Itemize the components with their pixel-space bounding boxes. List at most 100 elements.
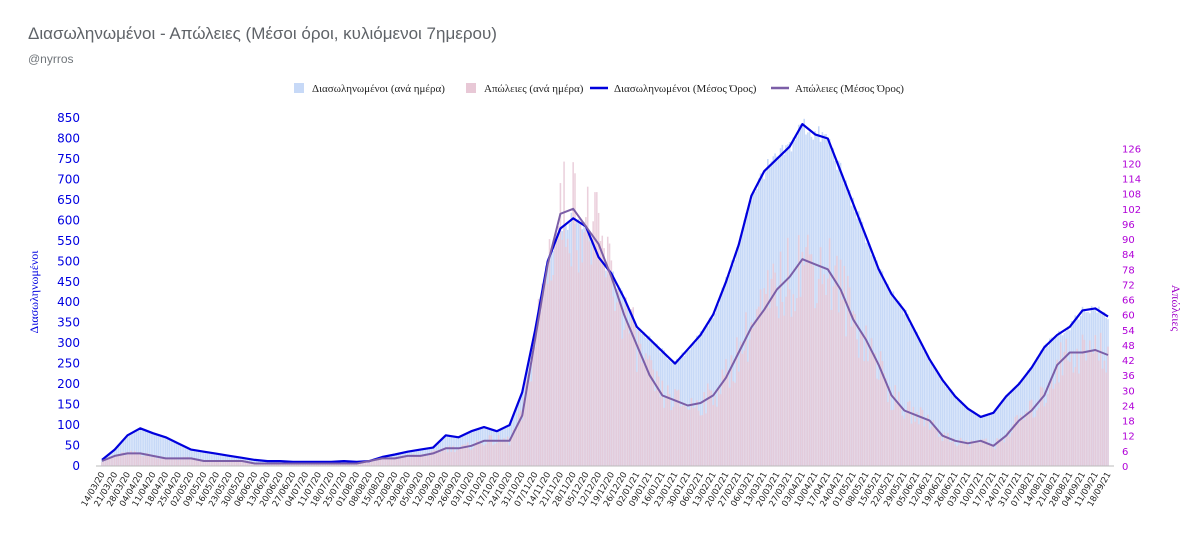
deaths-daily-bar [479, 441, 482, 466]
deaths-daily-bar [395, 458, 398, 466]
deaths-daily-bar [705, 413, 707, 466]
deaths-daily-bar [190, 457, 192, 466]
deaths-daily-bar [123, 452, 125, 466]
deaths-daily-bar [717, 389, 720, 466]
intubated-daily-bar [921, 347, 924, 466]
deaths-daily-bar [199, 460, 202, 466]
deaths-daily-bar [605, 277, 607, 466]
deaths-daily-bar [710, 390, 713, 466]
legend-label: Απώλειες (ανά ημέρα) [484, 83, 584, 95]
intubated-daily-bar [468, 431, 471, 466]
deaths-daily-bar [1027, 411, 1029, 466]
intubated-daily-bar [175, 442, 178, 466]
deaths-daily-bar [150, 457, 152, 466]
intubated-daily-bar [965, 406, 967, 466]
deaths-daily-bar [950, 441, 953, 466]
deaths-daily-bar [765, 293, 767, 466]
deaths-daily-bar [930, 426, 933, 466]
deaths-daily-bar [1030, 399, 1033, 466]
intubated-daily-bar [194, 450, 196, 466]
deaths-daily-bar [761, 310, 764, 466]
deaths-daily-bar [559, 183, 562, 466]
deaths-daily-bar [777, 318, 780, 466]
deaths-daily-bar [801, 251, 804, 466]
deaths-daily-bar [468, 448, 471, 466]
deaths-daily-bar [450, 451, 453, 466]
deaths-daily-bar [465, 444, 467, 466]
deaths-daily-bar [868, 346, 871, 466]
deaths-daily-bar [121, 452, 123, 466]
deaths-daily-bar [1001, 439, 1004, 466]
y-right-tick-label: 18 [1122, 417, 1135, 428]
deaths-daily-bar [457, 448, 460, 466]
deaths-daily-bar [683, 403, 685, 466]
deaths-daily-bar [163, 459, 165, 466]
deaths-daily-bar [124, 455, 127, 466]
intubated-daily-bars [101, 118, 1109, 467]
intubated-daily-bar [930, 363, 933, 466]
deaths-daily-bar [208, 460, 211, 466]
deaths-daily-bar [1018, 423, 1020, 466]
intubated-daily-bar [697, 334, 700, 466]
deaths-daily-bar [739, 341, 742, 466]
deaths-daily-bar [1049, 387, 1051, 466]
deaths-daily-bar [814, 308, 816, 466]
deaths-daily-bar [850, 326, 853, 466]
deaths-daily-bar [737, 371, 740, 466]
intubated-daily-bar [885, 285, 887, 466]
chart-subtitle: @nyrros [28, 52, 74, 66]
deaths-daily-bar [692, 407, 695, 466]
deaths-daily-bar [1047, 394, 1049, 466]
intubated-daily-bar [898, 300, 900, 466]
deaths-daily-bar [872, 352, 875, 466]
deaths-daily-bar [445, 446, 447, 466]
deaths-daily-bar [144, 454, 147, 466]
y-left-tick-label: 600 [57, 213, 80, 227]
intubated-daily-bar [888, 290, 891, 466]
deaths-daily-bar [255, 463, 258, 466]
intubated-daily-bar [197, 450, 200, 466]
deaths-daily-bar [526, 374, 529, 466]
deaths-daily-bar [568, 253, 571, 466]
deaths-daily-bar [381, 457, 383, 466]
intubated-daily-bar [130, 433, 132, 466]
intubated-daily-bar [159, 435, 161, 466]
deaths-daily-bar [414, 454, 416, 466]
deaths-daily-bar [992, 447, 995, 466]
intubated-daily-bar [988, 415, 991, 466]
deaths-daily-bar [976, 440, 978, 466]
deaths-daily-bar [306, 463, 309, 466]
deaths-daily-bar [525, 379, 527, 466]
intubated-daily-bar [712, 318, 715, 466]
deaths-daily-bar [688, 409, 691, 466]
intubated-daily-bar [714, 313, 716, 466]
deaths-daily-bar [1043, 406, 1046, 466]
deaths-daily-bar [463, 444, 465, 466]
deaths-daily-bar [952, 438, 955, 466]
deaths-daily-bar [474, 444, 476, 466]
deaths-daily-bar [839, 259, 842, 466]
y-right-axis-title: Απώλειες [1169, 285, 1183, 332]
deaths-daily-bar [656, 371, 658, 466]
deaths-daily-bar [266, 463, 269, 466]
deaths-daily-bar [668, 393, 671, 466]
deaths-daily-bar [812, 265, 815, 466]
deaths-daily-bar [878, 379, 880, 466]
intubated-daily-bar [164, 438, 167, 466]
y-right-tick-label: 42 [1122, 356, 1135, 367]
y-left-axis-title: Διασωληνωμένοι [27, 250, 41, 334]
deaths-daily-bar [410, 457, 413, 466]
y-left-tick-label: 800 [57, 131, 80, 145]
deaths-daily-bar [770, 278, 773, 466]
intubated-daily-bar [717, 304, 720, 466]
y-right-tick-label: 84 [1122, 250, 1135, 261]
deaths-daily-bar [694, 407, 696, 466]
deaths-daily-bar [990, 445, 993, 466]
deaths-daily-bar [159, 459, 161, 466]
deaths-daily-bar [470, 449, 473, 466]
deaths-daily-bar [581, 262, 584, 466]
deaths-daily-bar [232, 460, 234, 466]
deaths-daily-bar [919, 407, 922, 466]
intubated-daily-bar [907, 313, 909, 466]
deaths-daily-bar [785, 296, 787, 466]
